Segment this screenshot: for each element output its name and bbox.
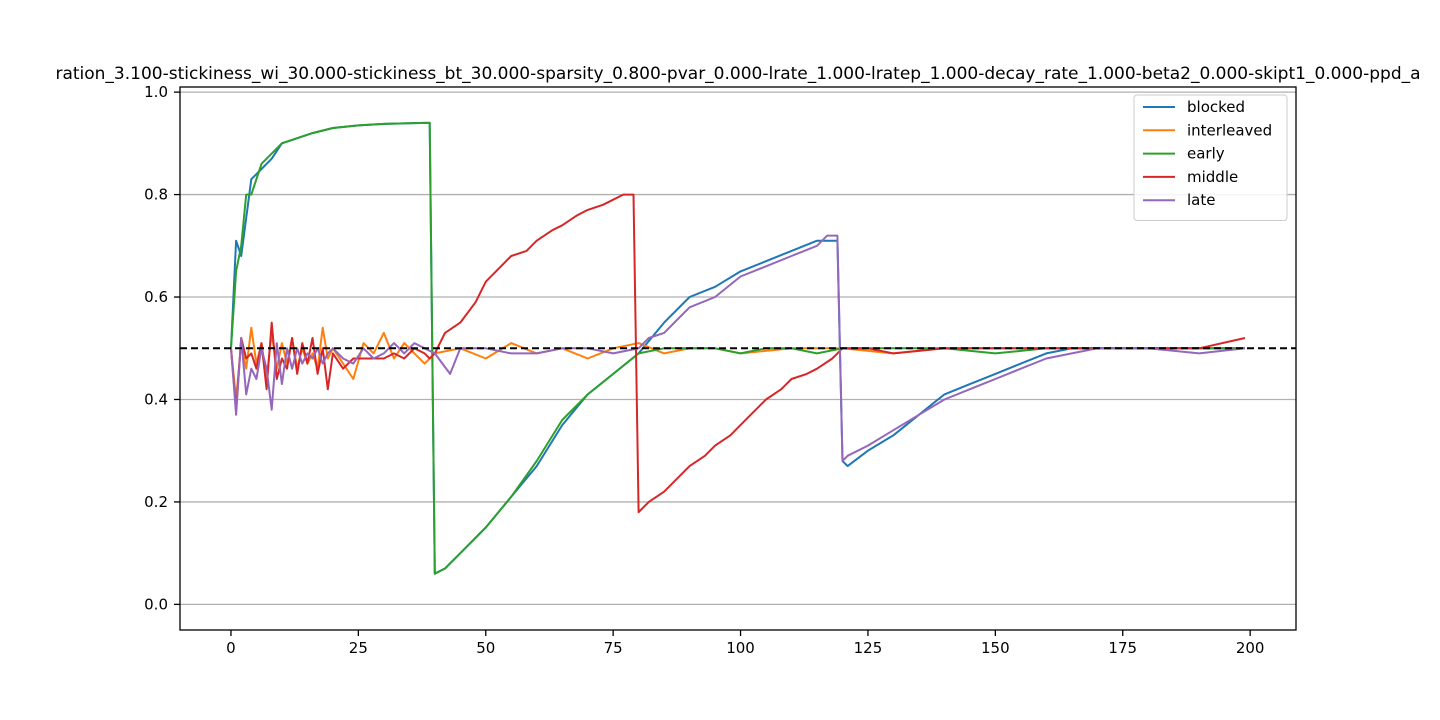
x-tick-label: 200 — [1236, 639, 1265, 657]
y-tick-label: 0.2 — [144, 493, 168, 511]
x-tick-label: 0 — [226, 639, 236, 657]
legend-label: interleaved — [1187, 121, 1272, 139]
legend-label: late — [1187, 191, 1215, 209]
plot-frame — [179, 86, 1297, 631]
y-tick-label: 0.8 — [144, 186, 168, 204]
x-tick-label: 25 — [349, 639, 368, 657]
x-axis: 0 25 50 75 100 125 150 175 200 — [226, 630, 1264, 657]
y-tick-label: 0.6 — [144, 288, 168, 306]
series-line-late — [230, 234, 1246, 462]
series-line-early — [230, 121, 1245, 575]
series-line-middle — [230, 193, 1246, 514]
grid-lines — [180, 91, 1296, 606]
series-lines — [230, 121, 1246, 575]
y-tick-label: 1.0 — [144, 83, 168, 101]
x-tick-label: 75 — [604, 639, 623, 657]
x-tick-label: 125 — [854, 639, 883, 657]
y-axis: 0.0 0.2 0.4 0.6 0.8 1.0 — [144, 83, 180, 613]
x-tick-label: 150 — [981, 639, 1010, 657]
legend-box — [1133, 94, 1288, 221]
x-tick-label: 175 — [1108, 639, 1137, 657]
legend: blocked interleaved early middle late — [1133, 94, 1288, 221]
series-line-interleaved — [230, 326, 1245, 401]
legend-label: blocked — [1187, 98, 1245, 116]
y-tick-label: 0.4 — [144, 390, 168, 408]
chart-title: ration_3.100-stickiness_wi_30.000-sticki… — [55, 64, 1420, 84]
y-tick-label: 0.0 — [144, 595, 168, 613]
x-tick-label: 50 — [476, 639, 495, 657]
legend-label: middle — [1187, 168, 1238, 186]
legend-label: early — [1187, 145, 1225, 163]
x-tick-label: 100 — [726, 639, 755, 657]
